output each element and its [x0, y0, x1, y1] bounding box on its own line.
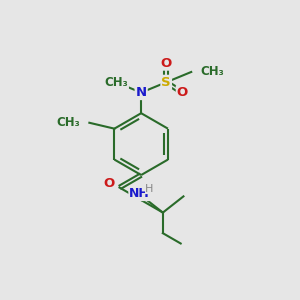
Text: NH: NH: [129, 187, 150, 200]
Text: N: N: [136, 86, 147, 99]
Text: H: H: [145, 184, 154, 194]
Text: O: O: [103, 177, 115, 190]
Text: CH₃: CH₃: [201, 65, 224, 79]
Text: S: S: [161, 76, 171, 89]
Text: O: O: [160, 57, 172, 70]
Text: CH₃: CH₃: [104, 76, 128, 89]
Text: CH₃: CH₃: [56, 116, 80, 129]
Text: O: O: [177, 86, 188, 99]
